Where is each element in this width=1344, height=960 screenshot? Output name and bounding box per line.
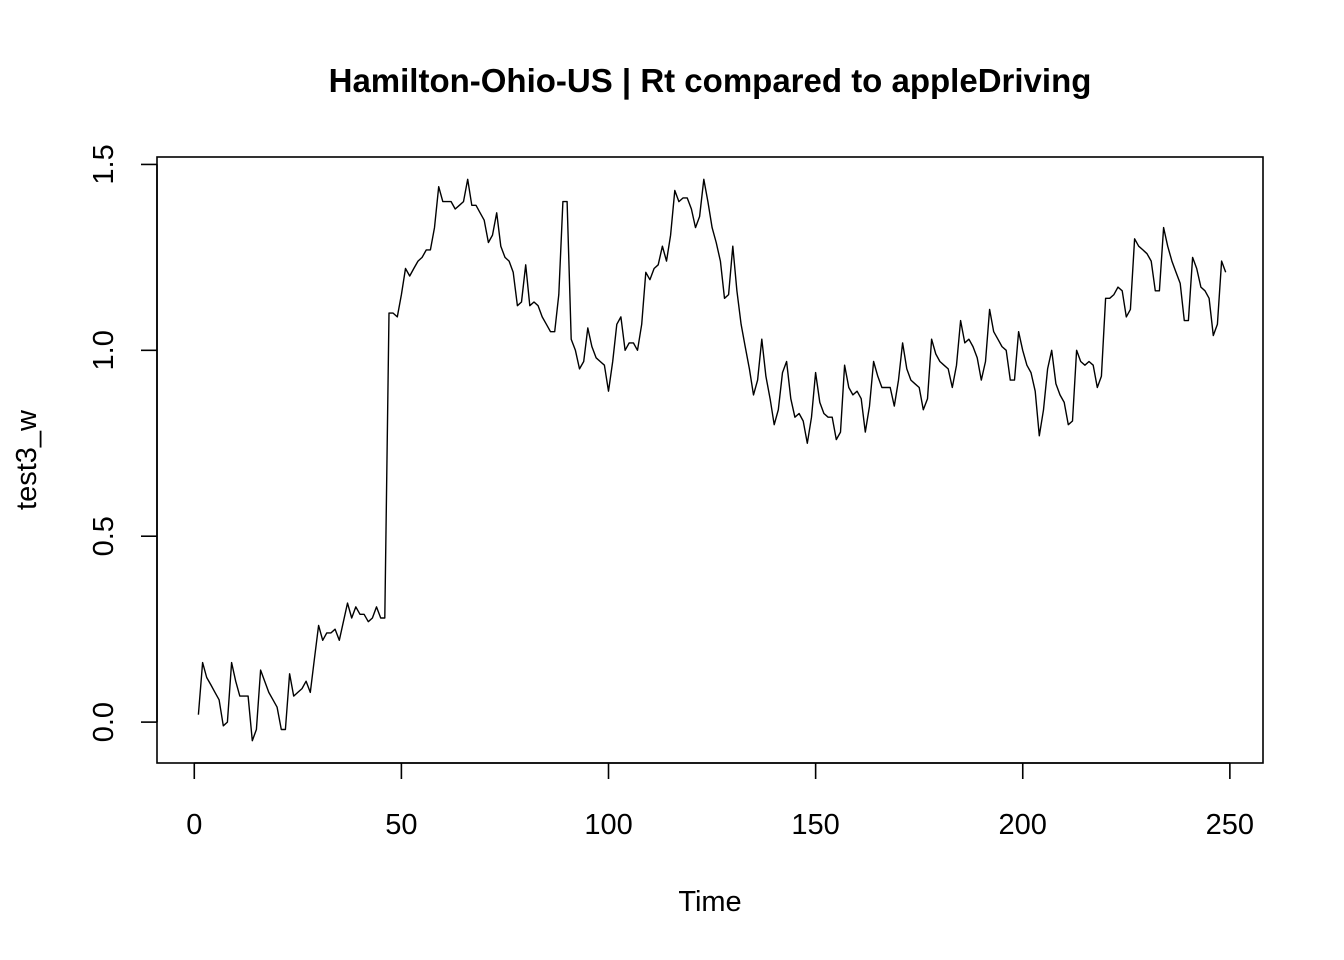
y-tick-label: 1.0 xyxy=(88,330,120,370)
x-axis: 0 50 100 150 200 250 xyxy=(186,762,1254,841)
x-tick-label: 0 xyxy=(186,809,202,841)
x-axis-label: Time xyxy=(678,886,741,918)
x-tick-label: 200 xyxy=(999,809,1047,841)
y-tick-label: 0.0 xyxy=(88,702,120,742)
y-tick-label: 1.5 xyxy=(88,144,120,184)
chart-title: Hamilton-Ohio-US | Rt compared to appleD… xyxy=(329,62,1092,99)
y-tick-label: 0.5 xyxy=(88,516,120,556)
x-tick-label: 250 xyxy=(1206,809,1254,841)
series-line-test3-w xyxy=(197,178,1227,742)
x-tick-label: 100 xyxy=(584,809,632,841)
x-tick-label: 50 xyxy=(385,809,417,841)
x-tick-label: 150 xyxy=(791,809,839,841)
plot-frame xyxy=(156,156,1264,764)
y-axis: 0.0 0.5 1.0 1.5 xyxy=(88,144,158,742)
y-axis-label: test3_w xyxy=(11,409,43,510)
